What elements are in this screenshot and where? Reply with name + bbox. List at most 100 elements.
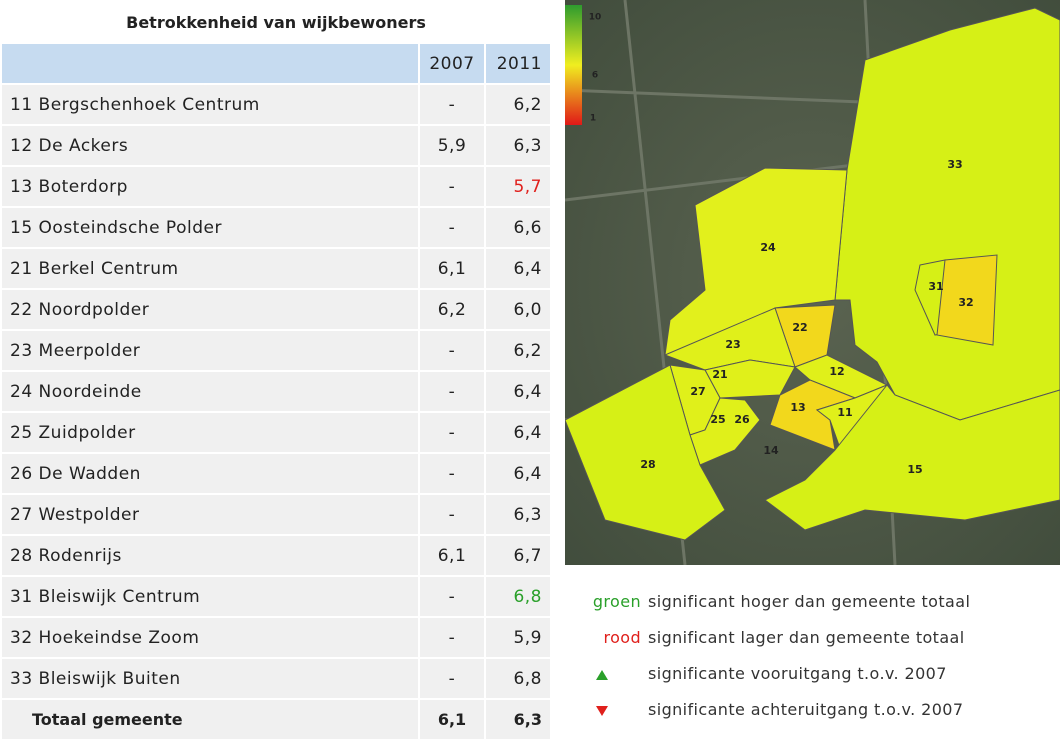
area-label: 15 [907,463,922,476]
header-cell: 2007 [418,42,486,85]
area-label: 24 [760,241,776,254]
area-label: 22 [792,321,807,334]
area-label: 28 [640,458,655,471]
legend-key: rood [603,628,641,647]
area-label: 11 [837,406,852,419]
score-cell: - [418,657,486,700]
score-cell: - [418,83,486,126]
area-label: 25 [710,413,725,426]
score-cell: 6,8 [484,657,552,700]
table-row: 33 Bleiswijk Buiten -6,8 [0,657,552,700]
area-label: 14 [763,444,779,457]
score-cell: 6,3 [484,124,552,167]
down-triangle [596,706,608,716]
legend-text: significante vooruitgang t.o.v. 2007 [648,664,947,683]
score-cell: 6,0 [484,288,552,331]
total-label: Totaal gemeente [0,698,420,741]
table-row: 11 Bergschenhoek Centrum -6,2 [0,83,552,126]
score-cell: 6,4 [484,370,552,413]
score-cell: 5,9 [418,124,486,167]
area-name: 25 Zuidpolder [0,411,420,454]
legend-item: rood significant lager dan gemeente totaa… [565,628,1060,662]
area-label: 31 [928,280,943,293]
table-row: 27 Westpolder -6,3 [0,493,552,536]
area-name: 22 Noordpolder [0,288,420,331]
score-cell: 6,6 [484,206,552,249]
table-row: 12 De Ackers 5,9 6,3 [0,124,552,167]
area-name: 12 De Ackers [0,124,420,167]
table-row: 25 Zuidpolder -6,4 [0,411,552,454]
area-name: 26 De Wadden [0,452,420,495]
score-cell: 6,4 [484,411,552,454]
score-cell: 5,7 [484,165,552,208]
score-cell: 6,1 [418,247,486,290]
area-label: 32 [958,296,973,309]
area-name: 27 Westpolder [0,493,420,536]
legend-item: significante achteruitgang t.o.v. 2007 [565,700,1060,734]
table-row: 28 Rodenrijs 6,1 6,7 [0,534,552,577]
scale-label: 6 [592,71,598,81]
score-cell: - [418,616,486,659]
area-label: 13 [790,401,805,414]
legend-text: significant lager dan gemeente totaal [648,628,965,647]
data-table: Betrokkenheid van wijkbewoners 2007 2011 … [0,0,552,741]
score-cell: 6,2 [484,329,552,372]
score-cell: - [418,452,486,495]
area-name: 33 Bleiswijk Buiten [0,657,420,700]
area-label: 12 [829,365,844,378]
score-cell: - [418,575,486,618]
areas [565,7,1060,541]
scale-label: 10 [589,13,602,23]
legend-item: significante vooruitgang t.o.v. 2007 [565,664,1060,698]
score-cell: 5,9 [484,616,552,659]
table-row: 23 Meerpolder -6,2 [0,329,552,372]
up-triangle [596,670,608,680]
table-row: 21 Berkel Centrum 6,1 6,4 [0,247,552,290]
header-cell: 2011 [484,42,552,85]
score-cell: - [418,206,486,249]
area-name: 32 Hoekeindse Zoom [0,616,420,659]
score-cell: 6,4 [484,247,552,290]
scale-bar [565,5,582,125]
table-title: Betrokkenheid van wijkbewoners [0,0,552,44]
score-cell: 6,2 [418,288,486,331]
table-row: 15 Oosteindsche Polder -6,6 [0,206,552,249]
area-name: 28 Rodenrijs [0,534,420,577]
score-cell: - [418,329,486,372]
score-cell: - [418,165,486,208]
score-cell: - [418,493,486,536]
legend-item: groen significant hoger dan gemeente tota… [565,592,1060,626]
area-name: 15 Oosteindsche Polder [0,206,420,249]
area-name: 31 Bleiswijk Centrum [0,575,420,618]
map: 10 6 1 33 24 31 32 22 23 21 12 27 13 11 25 26 14 28 15 [565,0,1060,565]
score-cell: - [418,411,486,454]
area-label: 26 [734,413,750,426]
legend-key: groen [592,592,641,611]
score-cell: 6,2 [484,83,552,126]
area-label: 21 [712,368,727,381]
score-cell: - [418,370,486,413]
area-label: 27 [690,385,705,398]
total-cell: 6,3 [484,698,552,741]
score-cell: 6,7 [484,534,552,577]
area-name: 21 Berkel Centrum [0,247,420,290]
score-cell: 6,4 [484,452,552,495]
legend-text: significant hoger dan gemeente totaal [648,592,971,611]
table-row: 31 Bleiswijk Centrum -6,8 [0,575,552,618]
table-row: 13 Boterdorp -5,7 [0,165,552,208]
area-label: 33 [947,158,962,171]
table-row: 22 Noordpolder 6,2 6,0 [0,288,552,331]
table-row: 24 Noordeinde -6,4 [0,370,552,413]
score-cell: 6,3 [484,493,552,536]
legend-text: significante achteruitgang t.o.v. 2007 [648,700,964,719]
area-name: 24 Noordeinde [0,370,420,413]
area-name: 13 Boterdorp [0,165,420,208]
scale-label: 1 [590,114,596,124]
area-name: 11 Bergschenhoek Centrum [0,83,420,126]
score-cell: 6,1 [418,534,486,577]
total-cell: 6,1 [418,698,486,741]
table-row: 26 De Wadden -6,4 [0,452,552,495]
score-cell: 6,8 [484,575,552,618]
table-row: 32 Hoekeindse Zoom -5,9 [0,616,552,659]
